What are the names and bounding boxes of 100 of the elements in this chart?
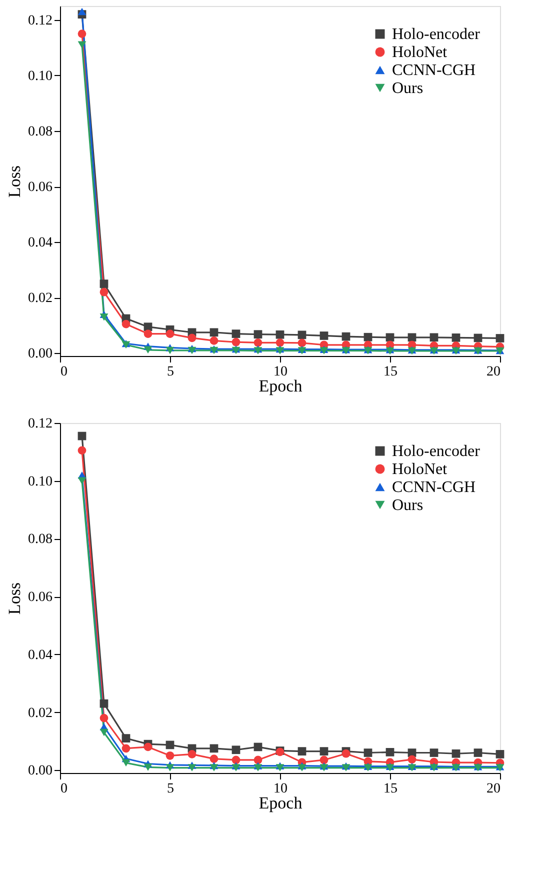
legend-label: Holo-encoder <box>392 26 481 43</box>
x-tick-label: 20 <box>486 782 500 796</box>
x-axis-title: Epoch <box>258 794 303 812</box>
point <box>166 346 174 354</box>
point <box>166 751 174 760</box>
y-tick-label: 0.04 <box>28 236 52 251</box>
point <box>144 764 152 771</box>
point <box>122 734 130 742</box>
point <box>364 748 372 757</box>
point <box>254 338 262 347</box>
point <box>320 747 328 756</box>
y-tick-label: 0.10 <box>28 474 52 490</box>
point <box>254 330 262 339</box>
point <box>166 764 174 772</box>
y-tick-label: 0.02 <box>28 706 52 721</box>
point <box>496 334 504 342</box>
point <box>166 330 174 338</box>
point <box>320 756 328 764</box>
point <box>210 764 218 772</box>
point <box>408 755 416 764</box>
x-tick-label: 5 <box>167 782 174 796</box>
y-tick-label: 0.12 <box>28 416 52 432</box>
point <box>188 750 196 758</box>
point <box>408 333 416 342</box>
legend-label: CCNN-CGH <box>392 479 476 496</box>
point <box>78 432 86 440</box>
y-tick-label: 0.08 <box>28 532 52 548</box>
y-tick-label: 0.08 <box>28 124 52 140</box>
point <box>100 699 108 708</box>
point <box>210 328 218 337</box>
point <box>298 747 306 756</box>
y-tick-label: 0.00 <box>28 346 52 362</box>
legend-label: HoloNet <box>392 461 448 478</box>
y-axis-title: Loss <box>5 582 24 615</box>
y-axis-title: Loss <box>5 165 24 198</box>
point <box>386 748 394 756</box>
point <box>342 332 350 341</box>
x-tick-label: 15 <box>384 364 398 380</box>
point <box>430 333 438 342</box>
point <box>78 446 86 455</box>
point <box>452 333 460 342</box>
point <box>232 338 240 346</box>
y-tick-label: 0.12 <box>28 13 52 28</box>
point <box>122 320 130 328</box>
point <box>496 750 504 758</box>
point <box>298 330 306 340</box>
point <box>144 742 152 752</box>
point <box>122 744 130 753</box>
x-tick-label: 0 <box>60 782 68 796</box>
point <box>232 330 240 338</box>
legend-label: HoloNet <box>392 44 448 61</box>
point <box>232 756 240 764</box>
point <box>210 754 218 763</box>
x-tick-label: 0 <box>60 364 68 380</box>
point <box>78 41 86 49</box>
point <box>100 728 108 736</box>
point <box>144 330 152 338</box>
legend-label: CCNN-CGH <box>392 62 476 79</box>
point <box>232 746 240 754</box>
y-tick-label: 0.00 <box>28 764 52 779</box>
point <box>298 338 306 348</box>
point <box>210 744 218 753</box>
x-tick-label: 10 <box>274 364 288 380</box>
point <box>210 336 218 345</box>
point <box>100 714 108 722</box>
x-tick-label: 5 <box>167 364 174 380</box>
y-tick-label: 0.02 <box>28 291 52 306</box>
point <box>254 756 262 764</box>
point <box>342 749 350 758</box>
point <box>78 477 86 484</box>
point <box>188 764 196 772</box>
point <box>364 332 372 342</box>
y-tick-label: 0.04 <box>28 648 52 663</box>
point <box>78 30 86 38</box>
point <box>100 280 108 288</box>
y-tick-label: 0.06 <box>28 590 52 606</box>
y-tick-label: 0.06 <box>28 180 52 196</box>
point <box>78 8 86 16</box>
point <box>386 333 394 342</box>
point <box>122 759 130 766</box>
point <box>100 288 108 296</box>
legend-label: Ours <box>392 497 424 514</box>
legend-label: Ours <box>392 80 424 97</box>
point <box>320 332 328 340</box>
point <box>430 748 438 757</box>
x-tick-label: 10 <box>274 782 288 796</box>
point <box>144 346 152 354</box>
point <box>474 334 482 342</box>
y-tick-label: 0.10 <box>28 68 52 84</box>
point <box>452 749 460 758</box>
legend-label: Holo-encoder <box>392 443 481 460</box>
x-tick-label: 20 <box>486 364 500 380</box>
point <box>474 748 482 757</box>
point <box>100 313 108 321</box>
point <box>254 742 262 752</box>
x-axis-title: Epoch <box>258 376 303 396</box>
point <box>276 330 284 339</box>
point <box>276 338 284 347</box>
point <box>188 334 196 342</box>
x-tick-label: 15 <box>384 782 398 796</box>
